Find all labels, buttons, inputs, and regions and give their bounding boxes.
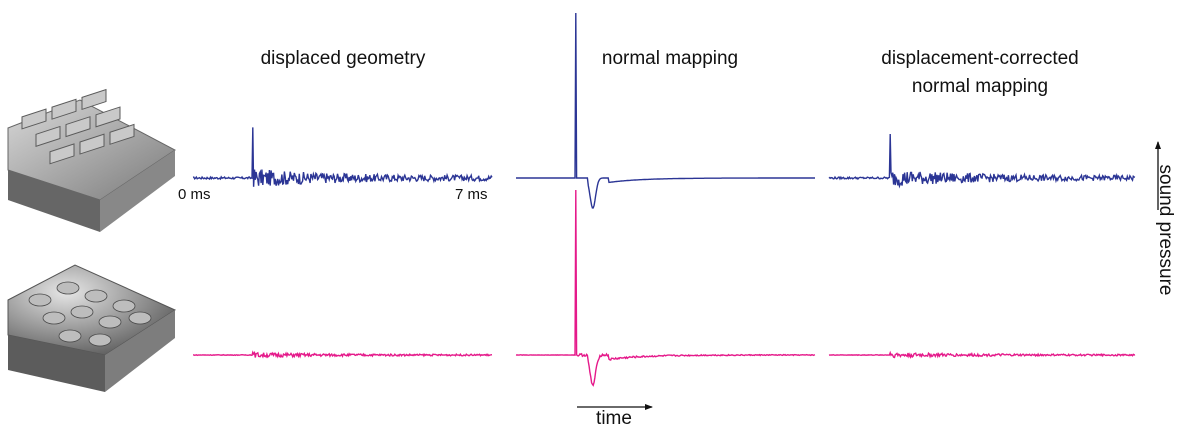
title-normal-mapping: normal mapping: [602, 48, 738, 69]
time-start-label: 0 ms: [178, 186, 211, 203]
bumpy-surface-image: [7, 264, 177, 392]
brick-surface-image: [7, 88, 176, 232]
time-end-label: 7 ms: [455, 186, 488, 203]
title-normal-mapping-2: normal mapping: [912, 76, 1048, 97]
pressure-axis-label: sound pressure: [1155, 165, 1176, 296]
series-line-brick-1: [192, 127, 493, 187]
series-line-brick-3: [828, 133, 1136, 189]
title-displaced-geometry: displaced geometry: [261, 48, 426, 69]
series-line-bumpy-3: [828, 350, 1136, 360]
series-layer: [192, 12, 1136, 387]
series-line-brick-2: [516, 12, 815, 209]
title-displacement-corrected: displacement-corrected: [881, 48, 1078, 69]
series-line-bumpy-2: [515, 189, 816, 387]
time-axis-label: time: [596, 408, 632, 426]
series-line-bumpy-1: [193, 350, 493, 359]
